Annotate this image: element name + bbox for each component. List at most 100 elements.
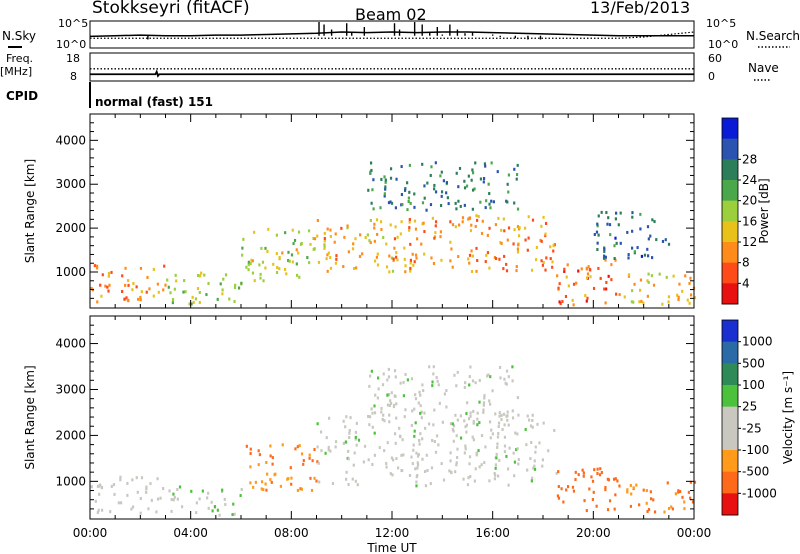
power-cell bbox=[667, 300, 670, 304]
power-cell bbox=[587, 265, 590, 269]
velocity-cell bbox=[279, 484, 283, 488]
power-cell bbox=[198, 291, 201, 295]
velocity-cell bbox=[613, 507, 616, 511]
power-cell bbox=[228, 297, 231, 301]
power-cell bbox=[518, 226, 521, 230]
power-cell bbox=[156, 282, 159, 286]
power-cell bbox=[559, 302, 562, 306]
power-cell bbox=[457, 185, 460, 189]
velocity-cell bbox=[316, 460, 319, 464]
velocity-cell bbox=[245, 444, 248, 448]
velocity-cell bbox=[286, 477, 289, 481]
colorbar-tick-label: 20 bbox=[742, 194, 757, 208]
power-cell bbox=[434, 231, 437, 235]
velocity-cell bbox=[90, 485, 93, 489]
power-cell bbox=[326, 253, 329, 257]
power-cell bbox=[595, 230, 599, 234]
power-cell bbox=[479, 177, 483, 181]
velocity-cell bbox=[577, 473, 580, 477]
power-cell bbox=[646, 279, 649, 283]
velocity-cell bbox=[424, 426, 427, 430]
velocity-cell bbox=[411, 462, 414, 466]
power-cell bbox=[290, 253, 294, 257]
velocity-panel: 1000 2000 3000 4000 Slant Range [km] 1000 500 1… bbox=[23, 315, 795, 520]
power-cell bbox=[316, 234, 319, 238]
power-cell bbox=[278, 267, 281, 271]
velocity-cell bbox=[463, 385, 466, 389]
power-cell bbox=[471, 168, 474, 172]
power-cell bbox=[556, 274, 559, 278]
velocity-cell bbox=[363, 444, 367, 448]
power-cell bbox=[298, 275, 301, 279]
velocity-cell bbox=[412, 448, 415, 452]
velocity-cell bbox=[316, 422, 319, 426]
freq-tick-bottom: 8 bbox=[70, 70, 77, 83]
velocity-cell bbox=[496, 445, 499, 449]
power-colorbar-segment bbox=[722, 180, 738, 202]
velocity-cell bbox=[112, 483, 116, 487]
velocity-cell bbox=[98, 483, 102, 487]
power-cell bbox=[283, 267, 287, 271]
x-tick-label: 04:00 bbox=[173, 526, 208, 540]
power-cell bbox=[196, 273, 200, 277]
velocity-cell bbox=[419, 404, 422, 408]
power-cell bbox=[393, 246, 396, 250]
power-y-label: Slant Range [km] bbox=[23, 159, 37, 263]
power-cell bbox=[631, 246, 634, 250]
power-cell bbox=[333, 240, 336, 244]
power-cell bbox=[421, 201, 425, 205]
velocity-cell bbox=[410, 423, 413, 427]
velocity-cell bbox=[469, 475, 472, 479]
power-cell bbox=[517, 243, 520, 247]
power-cell bbox=[638, 300, 641, 304]
power-cell bbox=[597, 266, 600, 270]
power-cell bbox=[450, 247, 453, 251]
velocity-cell bbox=[313, 448, 316, 452]
velocity-cell bbox=[145, 487, 148, 491]
velocity-cell bbox=[606, 508, 610, 512]
power-cell bbox=[124, 266, 127, 270]
power-cell bbox=[327, 251, 330, 255]
velocity-cell bbox=[351, 477, 354, 481]
power-cell bbox=[516, 250, 520, 254]
power-cell bbox=[308, 261, 311, 265]
power-cell bbox=[447, 202, 450, 206]
velocity-cell bbox=[531, 425, 534, 429]
velocity-cell bbox=[472, 409, 475, 413]
velocity-cell bbox=[418, 439, 421, 443]
power-cell bbox=[446, 196, 449, 200]
power-cell bbox=[586, 296, 589, 300]
velocity-cell bbox=[327, 445, 330, 449]
velocity-cell bbox=[527, 418, 531, 422]
velocity-cell bbox=[469, 365, 472, 369]
velocity-cell bbox=[600, 471, 603, 475]
colorbar-tick-label: -500 bbox=[742, 465, 769, 479]
power-cell bbox=[607, 216, 610, 220]
velocity-cell bbox=[531, 476, 534, 480]
nsky-label: N.Sky bbox=[2, 29, 36, 43]
velocity-cell bbox=[315, 479, 318, 483]
power-cell bbox=[527, 215, 530, 219]
velocity-colorbar-segment bbox=[722, 428, 738, 451]
power-cell bbox=[404, 264, 407, 268]
velocity-cell bbox=[324, 451, 327, 455]
velocity-cell bbox=[428, 365, 431, 369]
velocity-cell bbox=[195, 511, 198, 515]
power-cell bbox=[422, 221, 425, 225]
power-cell bbox=[384, 178, 387, 182]
velocity-cell bbox=[468, 462, 471, 466]
power-cell bbox=[175, 279, 178, 283]
velocity-cell bbox=[490, 428, 493, 432]
y-tick-label: 4000 bbox=[55, 133, 86, 147]
velocity-cell bbox=[345, 477, 348, 481]
velocity-cell bbox=[434, 450, 438, 454]
power-cell bbox=[449, 259, 452, 263]
power-cell bbox=[503, 229, 506, 233]
nsearch-label: N.Search bbox=[746, 29, 800, 43]
power-cell bbox=[531, 218, 535, 222]
velocity-cell bbox=[342, 419, 345, 423]
velocity-cell bbox=[454, 413, 457, 417]
power-cell bbox=[131, 288, 134, 292]
power-cell bbox=[467, 174, 470, 178]
velocity-cell bbox=[630, 492, 633, 496]
